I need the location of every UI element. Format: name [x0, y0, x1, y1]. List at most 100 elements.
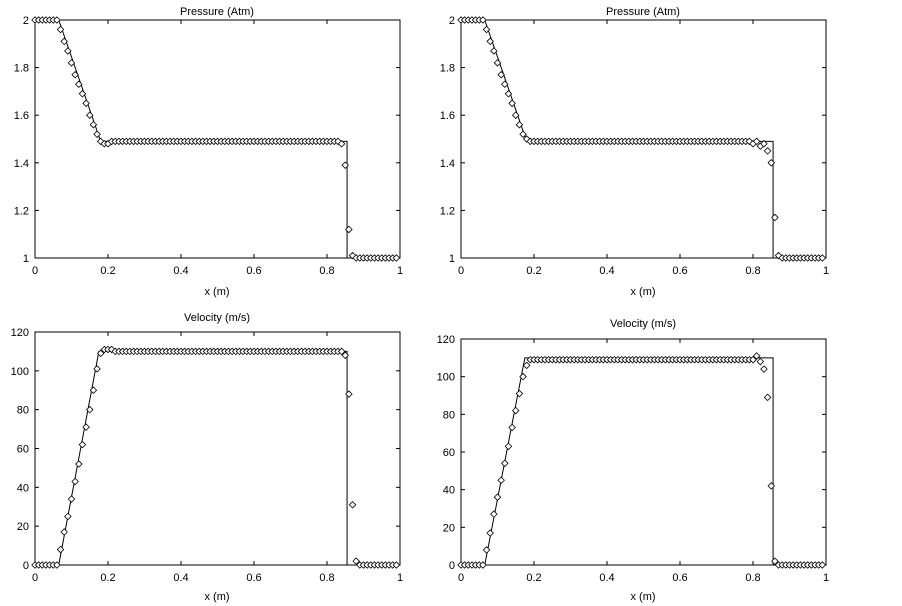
data-point-diamond — [82, 99, 90, 108]
data-point-diamond — [64, 47, 72, 55]
data-point-diamond — [337, 347, 346, 356]
y-tick-label: 40 — [17, 482, 29, 494]
x-tick-label: 1 — [397, 572, 403, 584]
data-point-diamond — [93, 130, 101, 139]
data-point-diamond — [771, 213, 779, 222]
data-point-diamond — [497, 476, 505, 485]
data-point-diamond — [508, 99, 516, 108]
data-point-diamond — [75, 460, 83, 468]
data-point-diamond — [771, 557, 779, 565]
x-tick-label: 0.4 — [173, 265, 188, 277]
y-tick-label: 120 — [437, 334, 455, 346]
x-tick-label: 0.2 — [100, 265, 115, 277]
x-tick-label: 0 — [458, 572, 464, 584]
y-tick-label: 40 — [443, 485, 455, 497]
plot-frame — [460, 19, 827, 259]
data-point-diamond — [85, 405, 94, 414]
plot-frame — [34, 19, 401, 259]
velocity-panel-left: Velocity (m/s) x (m) 0 0.2 0.4 0.6 0.8 1 0 20 40… — [11, 312, 403, 603]
data-point-diamond — [501, 459, 509, 468]
data-point-diamond — [392, 561, 401, 569]
data-point-diamond — [78, 440, 87, 449]
y-tick-label: 1.8 — [440, 63, 455, 75]
data-point-diamond — [96, 349, 105, 358]
data-point-diamond — [56, 25, 65, 34]
data-point-diamond — [511, 406, 520, 415]
y-tick-label: 1 — [23, 253, 29, 265]
y-tick-label: 1.4 — [440, 158, 455, 170]
x-tick-label: 0.8 — [745, 572, 760, 584]
velocity-panel-right: Velocity (m/s) x (m) 0 0.2 0.4 0.6 0.8 1 0 20 40… — [437, 318, 829, 603]
data-point-diamond — [515, 389, 524, 398]
x-axis-label: x (m) — [630, 591, 655, 603]
data-point-diamond — [60, 37, 68, 46]
data-point-diamond — [479, 561, 487, 569]
data-point-diamond — [493, 493, 502, 501]
pressure-panel-right: Pressure (Atm) x (m) 0 0.2 0.4 0.6 0.8 1 1 1.2 1… — [440, 6, 829, 298]
y-tick-label: 60 — [17, 444, 29, 456]
y-tick-label: 1.6 — [440, 110, 455, 122]
y-tick-label: 20 — [17, 521, 29, 533]
data-point-diamond — [767, 482, 776, 490]
y-tick-label: 0 — [449, 560, 455, 572]
x-tick-label: 1 — [823, 572, 829, 584]
data-point-diamond — [337, 139, 346, 148]
y-tick-label: 2 — [23, 15, 29, 27]
data-point-diamond — [508, 423, 516, 432]
y-tick-label: 60 — [443, 447, 455, 459]
y-tick-label: 100 — [11, 366, 29, 378]
data-point-diamond — [341, 351, 350, 360]
y-tick-label: 80 — [443, 409, 455, 421]
data-point-diamond — [515, 120, 524, 129]
x-tick-label: 0 — [458, 265, 464, 277]
y-tick-label: 1.2 — [440, 205, 455, 217]
x-tick-label: 0 — [32, 265, 38, 277]
x-tick-label: 0.2 — [100, 572, 115, 584]
pressure-panel-left: Pressure (Atm) x (m) 0 0.2 0.4 0.6 0.8 1 1 1.2 1… — [14, 6, 403, 298]
data-point-diamond — [752, 137, 761, 146]
data-point-diamond — [490, 510, 498, 518]
x-tick-label: 1 — [397, 265, 403, 277]
data-point-diamond — [71, 70, 79, 79]
data-point-diamond — [53, 16, 61, 24]
data-point-diamond — [767, 159, 776, 167]
chart-title: Velocity (m/s) — [610, 318, 676, 330]
y-tick-label: 1.8 — [14, 63, 29, 75]
x-tick-label: 0.8 — [319, 572, 334, 584]
chart-title: Pressure (Atm) — [606, 6, 680, 18]
x-tick-label: 0.4 — [173, 572, 188, 584]
data-point-diamond — [752, 352, 761, 360]
y-tick-label: 80 — [17, 405, 29, 417]
x-tick-label: 0.6 — [672, 572, 687, 584]
plot-frame — [34, 331, 401, 566]
chart-title: Velocity (m/s) — [184, 312, 250, 324]
data-point-diamond — [345, 225, 353, 234]
x-tick-label: 0.4 — [599, 572, 614, 584]
data-point-diamond — [89, 120, 98, 129]
data-point-diamond — [756, 357, 765, 366]
data-point-diamond — [763, 393, 772, 402]
data-point-diamond — [392, 254, 401, 262]
y-tick-label: 120 — [11, 327, 29, 339]
data-point-diamond — [522, 361, 531, 370]
data-point-diamond — [486, 529, 494, 537]
data-point-diamond — [519, 372, 527, 381]
x-axis-label: x (m) — [204, 591, 229, 603]
data-point-diamond — [75, 80, 83, 89]
y-tick-label: 1 — [449, 253, 455, 265]
data-point-diamond — [352, 557, 360, 565]
data-point-diamond — [482, 25, 491, 34]
x-axis-label: x (m) — [630, 286, 655, 298]
x-tick-label: 0 — [32, 572, 38, 584]
data-point-diamond — [749, 355, 757, 364]
y-tick-label: 100 — [437, 372, 455, 384]
exact-solution-line — [35, 350, 400, 566]
data-point-diamond — [774, 251, 783, 260]
data-point-diamond — [497, 70, 505, 79]
data-point-diamond — [67, 59, 76, 67]
x-tick-label: 0.6 — [246, 572, 261, 584]
data-point-diamond — [341, 161, 350, 169]
y-tick-label: 2 — [449, 15, 455, 27]
y-tick-label: 1.6 — [14, 110, 29, 122]
